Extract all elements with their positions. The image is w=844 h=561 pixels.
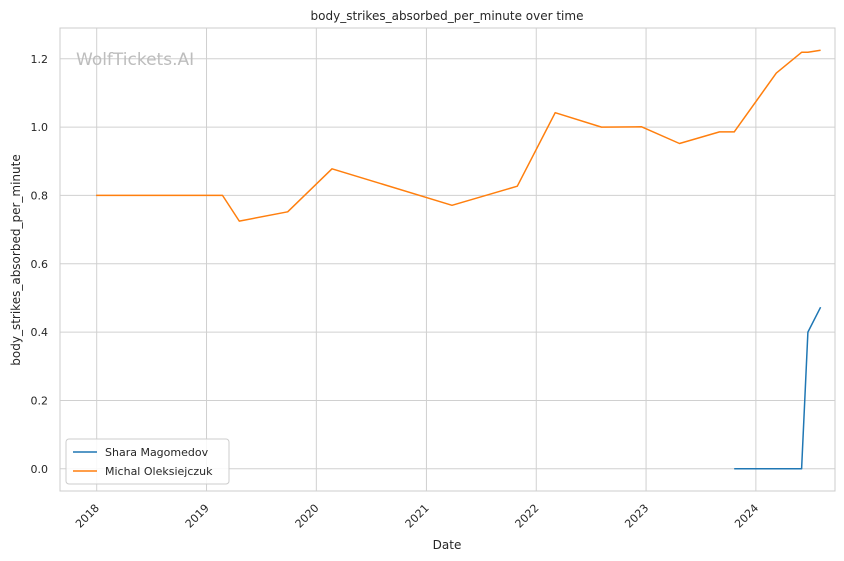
y-axis-ticks: 0.0 0.2 0.4 0.6 0.8 1.0 1.2 [31,53,49,476]
legend-label-shara-magomedov: Shara Magomedov [105,446,209,459]
x-tick-label: 2020 [293,502,322,531]
legend: Shara Magomedov Michal Oleksiejczuk [65,438,230,485]
series-line-shara-magomedov [734,306,822,470]
x-tick-label: 2019 [183,502,212,531]
watermark: WolfTickets.AI [76,50,194,70]
y-tick-label: 0.8 [31,189,49,202]
x-tick-label: 2018 [73,502,102,531]
x-tick-label: 2023 [622,502,651,531]
legend-box [65,438,230,485]
chart-title: body_strikes_absorbed_per_minute over ti… [311,9,584,23]
plot-area [59,27,836,492]
y-tick-label: 0.4 [31,326,49,339]
y-tick-label: 1.0 [31,121,49,134]
y-tick-label: 0.6 [31,258,49,271]
y-axis-label: body_strikes_absorbed_per_minute [9,154,23,365]
y-tick-label: 1.2 [31,53,49,66]
series-lines [96,49,822,470]
y-tick-label: 0.0 [31,463,49,476]
x-tick-label: 2024 [732,502,761,531]
x-axis-ticks: 2018 2019 2020 2021 2022 2023 2024 [73,502,761,531]
legend-label-michal-oleksiejczuk: Michal Oleksiejczuk [105,465,213,478]
x-tick-label: 2021 [403,502,432,531]
x-tick-label: 2022 [513,502,542,531]
series-line-michal-oleksiejczuk [96,49,821,222]
x-axis-label: Date [433,538,462,552]
y-tick-label: 0.2 [31,394,49,407]
